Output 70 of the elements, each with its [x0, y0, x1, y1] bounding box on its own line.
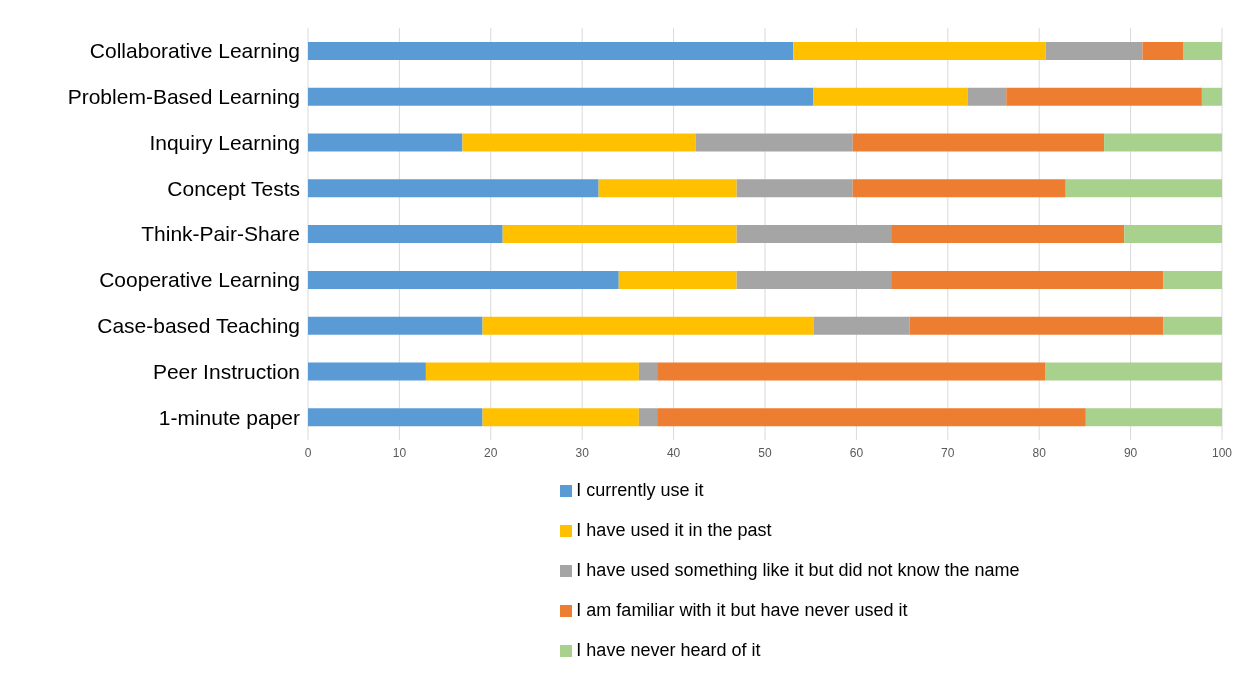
x-tick-label: 50: [758, 445, 772, 460]
x-tick-label: 100: [1211, 445, 1233, 460]
x-tick-label: 80: [1032, 445, 1047, 460]
bar: [793, 42, 1046, 60]
bar: [891, 270, 1164, 289]
bar: [891, 225, 1125, 244]
bar: [638, 408, 658, 427]
y-tick-label: Inquiry Learning: [149, 130, 300, 154]
bar: [657, 408, 1086, 427]
legend-label: I have used something like it but did not know the name: [576, 560, 1020, 580]
bar: [1045, 42, 1143, 60]
x-tick-label: 40: [666, 445, 681, 460]
bar: [308, 270, 619, 289]
bar: [1183, 42, 1222, 60]
bar: [462, 133, 696, 152]
bar: [308, 42, 794, 60]
bar: [308, 133, 463, 152]
bar: [1201, 87, 1222, 106]
bar: [425, 362, 639, 381]
bar: [502, 225, 737, 244]
y-tick-label: Collaborative Learning: [89, 39, 300, 63]
bar: [308, 87, 814, 106]
bar: [813, 316, 910, 335]
bar: [695, 133, 853, 152]
bar: [967, 87, 1007, 106]
bar: [1045, 362, 1222, 381]
x-tick-label: 20: [484, 445, 498, 460]
bar: [736, 225, 892, 244]
bar: [813, 87, 968, 106]
bar: [736, 270, 892, 289]
bar: [1065, 179, 1222, 198]
legend-label: I currently use it: [576, 480, 704, 500]
bar: [1104, 133, 1222, 152]
bar: [482, 408, 639, 427]
bar: [482, 316, 814, 335]
y-tick-label: Case-based Teaching: [97, 314, 300, 338]
bar: [638, 362, 658, 381]
bar: [1163, 270, 1222, 289]
bar: [308, 408, 483, 427]
bar: [657, 362, 1046, 381]
bar: [852, 133, 1105, 152]
y-tick-label: Concept Tests: [167, 176, 300, 200]
y-tick-label: 1-minute paper: [158, 405, 300, 429]
bar: [308, 362, 426, 381]
x-tick-label: 60: [849, 445, 864, 460]
bar: [308, 225, 503, 244]
legend-label: I have used it in the past: [576, 520, 772, 540]
bar: [618, 270, 737, 289]
bar: [1124, 225, 1222, 244]
x-tick-label: 10: [392, 445, 407, 460]
legend-label: I am familiar with it but have never used it: [576, 600, 908, 620]
bar: [1085, 408, 1222, 427]
bar: [1163, 316, 1222, 335]
bar: [1142, 42, 1184, 60]
x-tick-label: 90: [1123, 445, 1138, 460]
y-tick-label: Think-Pair-Share: [141, 222, 300, 246]
y-tick-label: Peer Instruction: [152, 359, 300, 383]
x-tick-label: 0: [304, 445, 312, 460]
bar: [852, 179, 1066, 198]
x-tick-label: 30: [575, 445, 590, 460]
y-tick-label: Cooperative Learning: [99, 268, 300, 292]
bar: [909, 316, 1164, 335]
bar: [736, 179, 853, 198]
bar: [1006, 87, 1202, 106]
bar: [308, 316, 483, 335]
y-tick-label: Problem-Based Learning: [67, 85, 300, 109]
bar: [598, 179, 737, 198]
legend-label: I have never heard of it: [576, 640, 761, 660]
x-tick-label: 70: [941, 445, 955, 460]
bar: [308, 179, 599, 198]
